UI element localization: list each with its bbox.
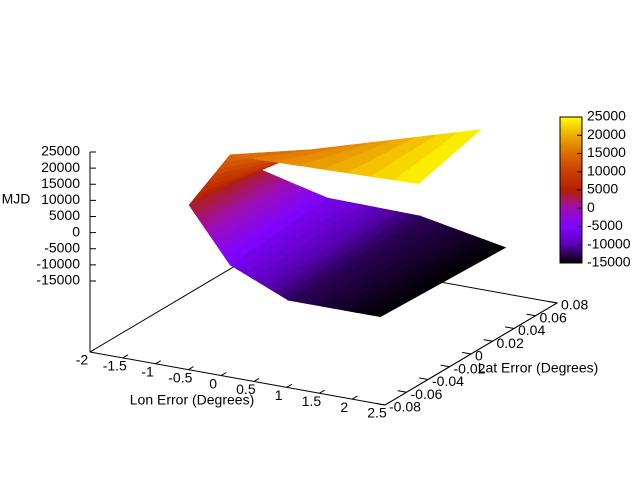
x-tick: [351, 395, 358, 400]
z-tick-label: 0: [72, 223, 80, 239]
z-tick-label: 5000: [49, 207, 80, 223]
z-tick-label: 25000: [41, 143, 80, 159]
colorbar-tick-label: 20000: [587, 126, 626, 142]
colorbar-tick-label: -10000: [587, 235, 631, 251]
y-axis-label: Lat Error (Degrees): [478, 360, 599, 376]
y-tick-label: -0.04: [432, 373, 464, 389]
colorbar-tick-label: -5000: [587, 217, 623, 233]
y-tick-label: 0.02: [497, 335, 524, 351]
x-tick: [253, 377, 260, 382]
y-tick-label: -0.06: [411, 386, 443, 402]
z-tick-label: 20000: [41, 159, 80, 175]
x-tick-label: -2: [76, 352, 89, 368]
x-tick: [155, 360, 161, 365]
x-tick-label: -1: [141, 363, 154, 379]
y-tick-label: -0.08: [389, 399, 421, 415]
y-tick: [376, 402, 386, 406]
z-tick-label: 10000: [41, 191, 80, 207]
colorbar-tick-label: 0: [587, 199, 595, 215]
x-tick: [122, 354, 129, 359]
colorbar-tick-label: 10000: [587, 162, 626, 178]
x-tick-label: 0.5: [236, 381, 256, 397]
x-axis: [89, 351, 386, 406]
x-tick: [188, 366, 194, 371]
x-tick: [89, 348, 96, 353]
y-tick-label: 0: [475, 348, 483, 364]
y-tick: [419, 377, 429, 380]
x-tick: [220, 372, 227, 376]
colorbar-tick-label: 5000: [587, 181, 618, 197]
y-tick-label: 0.08: [561, 297, 588, 313]
x-tick-label: 0: [209, 375, 217, 391]
y-tick: [440, 364, 450, 368]
y-tick-label: 0.04: [518, 322, 545, 338]
y-tick-label: -0.02: [454, 360, 486, 376]
colorbar-tick-label: 25000: [587, 108, 626, 124]
z-tick-label: -5000: [44, 239, 80, 255]
z-tick-label: 15000: [41, 175, 80, 191]
x-tick-label: 1.5: [302, 393, 322, 409]
z-axis-label: MJD: [2, 191, 31, 207]
colorbar-tick-label: -15000: [587, 254, 631, 270]
x-tick-label: 2: [340, 399, 348, 415]
z-tick-label: -10000: [36, 256, 80, 272]
x-tick: [319, 389, 325, 394]
y-tick: [526, 313, 536, 317]
colorbar-tick-label: 15000: [587, 144, 626, 160]
y-tick: [397, 390, 407, 393]
x-tick: [384, 401, 391, 406]
x-axis-label: Lon Error (Degrees): [130, 392, 255, 408]
x-tick-label: -1.5: [103, 358, 127, 374]
y-tick-label: 0.06: [540, 309, 567, 325]
x-tick-label: 1: [275, 387, 283, 403]
y-tick: [483, 339, 493, 342]
x-tick-label: -0.5: [168, 369, 192, 385]
surface-patch: [393, 129, 482, 184]
x-tick-label: 2.5: [367, 405, 387, 421]
x-tick: [286, 383, 293, 388]
y-tick: [548, 300, 558, 304]
z-tick-label: -15000: [36, 272, 80, 288]
y-tick: [462, 351, 472, 355]
y-tick: [505, 326, 515, 329]
